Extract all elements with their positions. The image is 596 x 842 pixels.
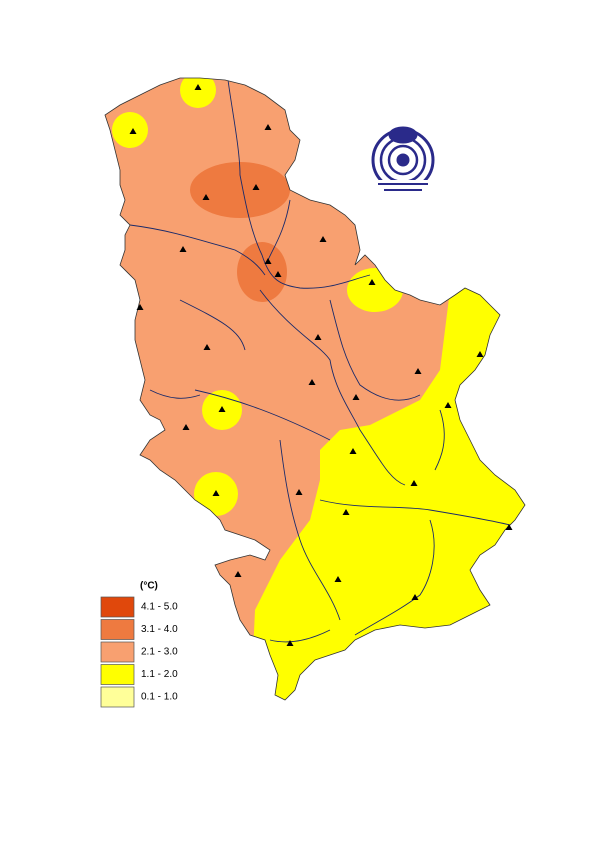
station [411,594,419,600]
station [203,344,211,350]
legend-unit: (°C) [140,581,158,592]
legend-label: 0.1 - 1.0 [141,692,178,703]
station [179,246,187,252]
legend: 4.1 - 5.0 3.1 - 4.0 2.1 - 3.0 1.1 - 2.0 0.1 … [100,596,178,708]
logo [371,126,435,194]
station [414,368,422,374]
legend-swatch [100,664,135,685]
station [212,490,220,496]
legend-label: 1.1 - 2.0 [141,669,178,680]
station [264,124,272,130]
station [194,84,202,90]
station [218,406,226,412]
station [252,184,260,190]
legend-label: 2.1 - 3.0 [141,647,178,658]
station [264,258,272,264]
station [129,128,137,134]
station [286,640,294,646]
station [476,351,484,357]
legend-label: 3.1 - 4.0 [141,624,178,635]
stations [129,84,513,646]
station [444,402,452,408]
station [295,489,303,495]
station [182,424,190,430]
map-fill [105,78,525,700]
station [349,448,357,454]
legend-swatch [100,619,135,640]
station [319,236,327,242]
station [342,509,350,515]
station [505,524,513,530]
station [234,571,242,577]
legend-swatch [100,596,135,618]
station [368,279,376,285]
legend-swatch [100,641,135,663]
station [410,480,418,486]
legend-label: 4.1 - 5.0 [141,602,178,613]
station [136,304,144,310]
border [104,77,526,701]
station [352,394,360,400]
station [274,271,282,277]
station [314,334,322,340]
station [202,194,210,200]
rivers [129,79,511,643]
legend-swatch [100,686,135,708]
station [334,576,342,582]
station [308,379,316,385]
